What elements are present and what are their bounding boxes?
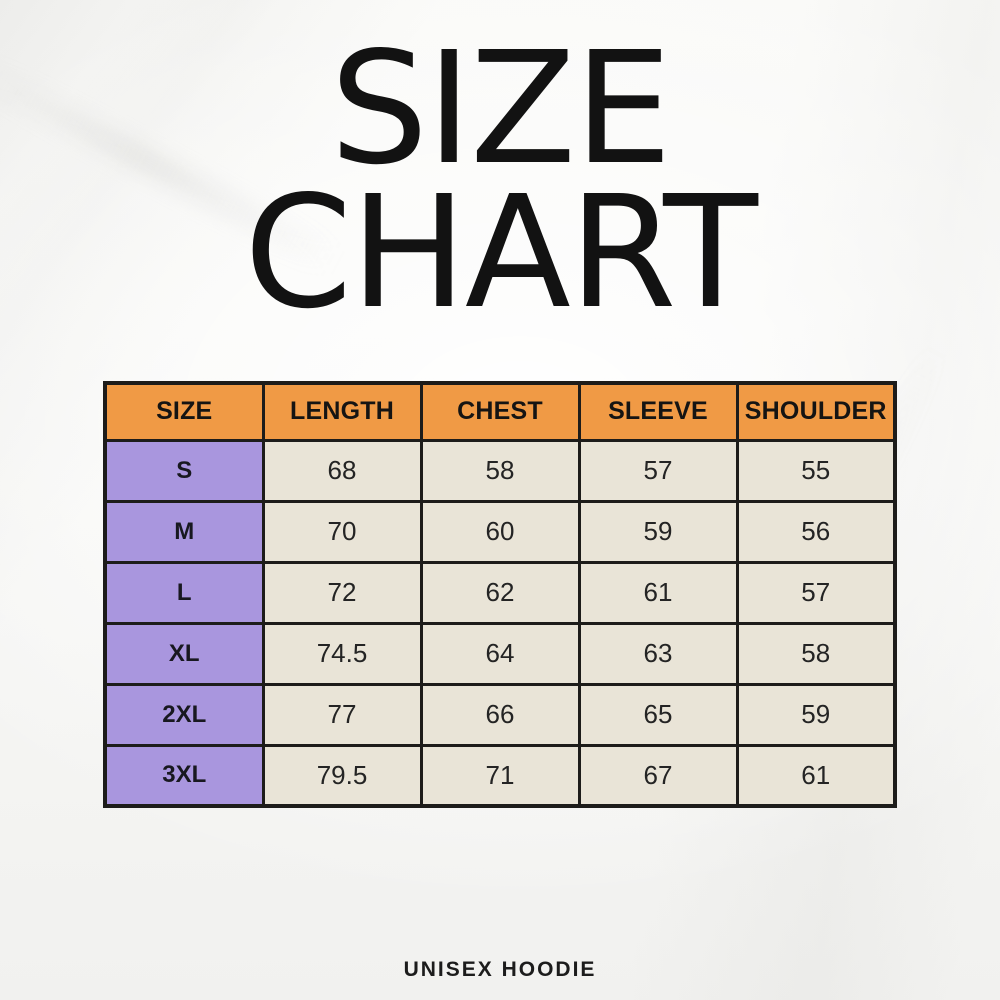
value-cell: 72	[261, 560, 423, 625]
value-cell: 74.5	[261, 621, 423, 686]
value-cell: 66	[419, 682, 581, 747]
header-cell-sleeve: SLEEVE	[577, 381, 739, 442]
value-cell: 71	[419, 743, 581, 808]
size-cell-l: L	[103, 560, 265, 625]
table-row: S 68 58 57 55	[103, 438, 897, 503]
value-cell: 65	[577, 682, 739, 747]
value-cell: 68	[261, 438, 423, 503]
value-cell: 77	[261, 682, 423, 747]
value-cell: 57	[577, 438, 739, 503]
value-cell: 63	[577, 621, 739, 686]
table-row: M 70 60 59 56	[103, 499, 897, 564]
table-body: S 68 58 57 55 M 70 60 59 56 L 72 62 61 57 XL 74.5 64 63 58 2…	[103, 438, 897, 808]
size-cell-2xl: 2XL	[103, 682, 265, 747]
value-cell: 61	[735, 743, 897, 808]
value-cell: 57	[735, 560, 897, 625]
value-cell: 62	[419, 560, 581, 625]
value-cell: 67	[577, 743, 739, 808]
value-cell: 64	[419, 621, 581, 686]
header-cell-size: SIZE	[103, 381, 265, 442]
value-cell: 58	[419, 438, 581, 503]
value-cell: 55	[735, 438, 897, 503]
value-cell: 58	[735, 621, 897, 686]
size-chart-table: SIZE LENGTH CHEST SLEEVE SHOULDER S 68 58 57 55 M…	[103, 381, 897, 808]
value-cell: 60	[419, 499, 581, 564]
table-row: 3XL 79.5 71 67 61	[103, 743, 897, 808]
value-cell: 59	[735, 682, 897, 747]
header-row: SIZE LENGTH CHEST SLEEVE SHOULDER	[103, 381, 897, 442]
page-title: SIZE CHART	[0, 18, 1000, 344]
header-cell-length: LENGTH	[261, 381, 423, 442]
value-cell: 70	[261, 499, 423, 564]
value-cell: 61	[577, 560, 739, 625]
size-cell-m: M	[103, 499, 265, 564]
value-cell: 56	[735, 499, 897, 564]
header-cell-chest: CHEST	[419, 381, 581, 442]
size-cell-xl: XL	[103, 621, 265, 686]
product-label: UNISEX HOODIE	[403, 958, 597, 981]
table-header: SIZE LENGTH CHEST SLEEVE SHOULDER	[103, 381, 897, 442]
size-cell-3xl: 3XL	[103, 743, 265, 808]
size-cell-s: S	[103, 438, 265, 503]
table-row: 2XL 77 66 65 59	[103, 682, 897, 747]
header-cell-shoulder: SHOULDER	[735, 381, 897, 442]
table-row: XL 74.5 64 63 58	[103, 621, 897, 686]
table-row: L 72 62 61 57	[103, 560, 897, 625]
title-line-2: CHART	[244, 162, 758, 344]
value-cell: 59	[577, 499, 739, 564]
value-cell: 79.5	[261, 743, 423, 808]
title-line-1: SIZE	[329, 18, 672, 199]
